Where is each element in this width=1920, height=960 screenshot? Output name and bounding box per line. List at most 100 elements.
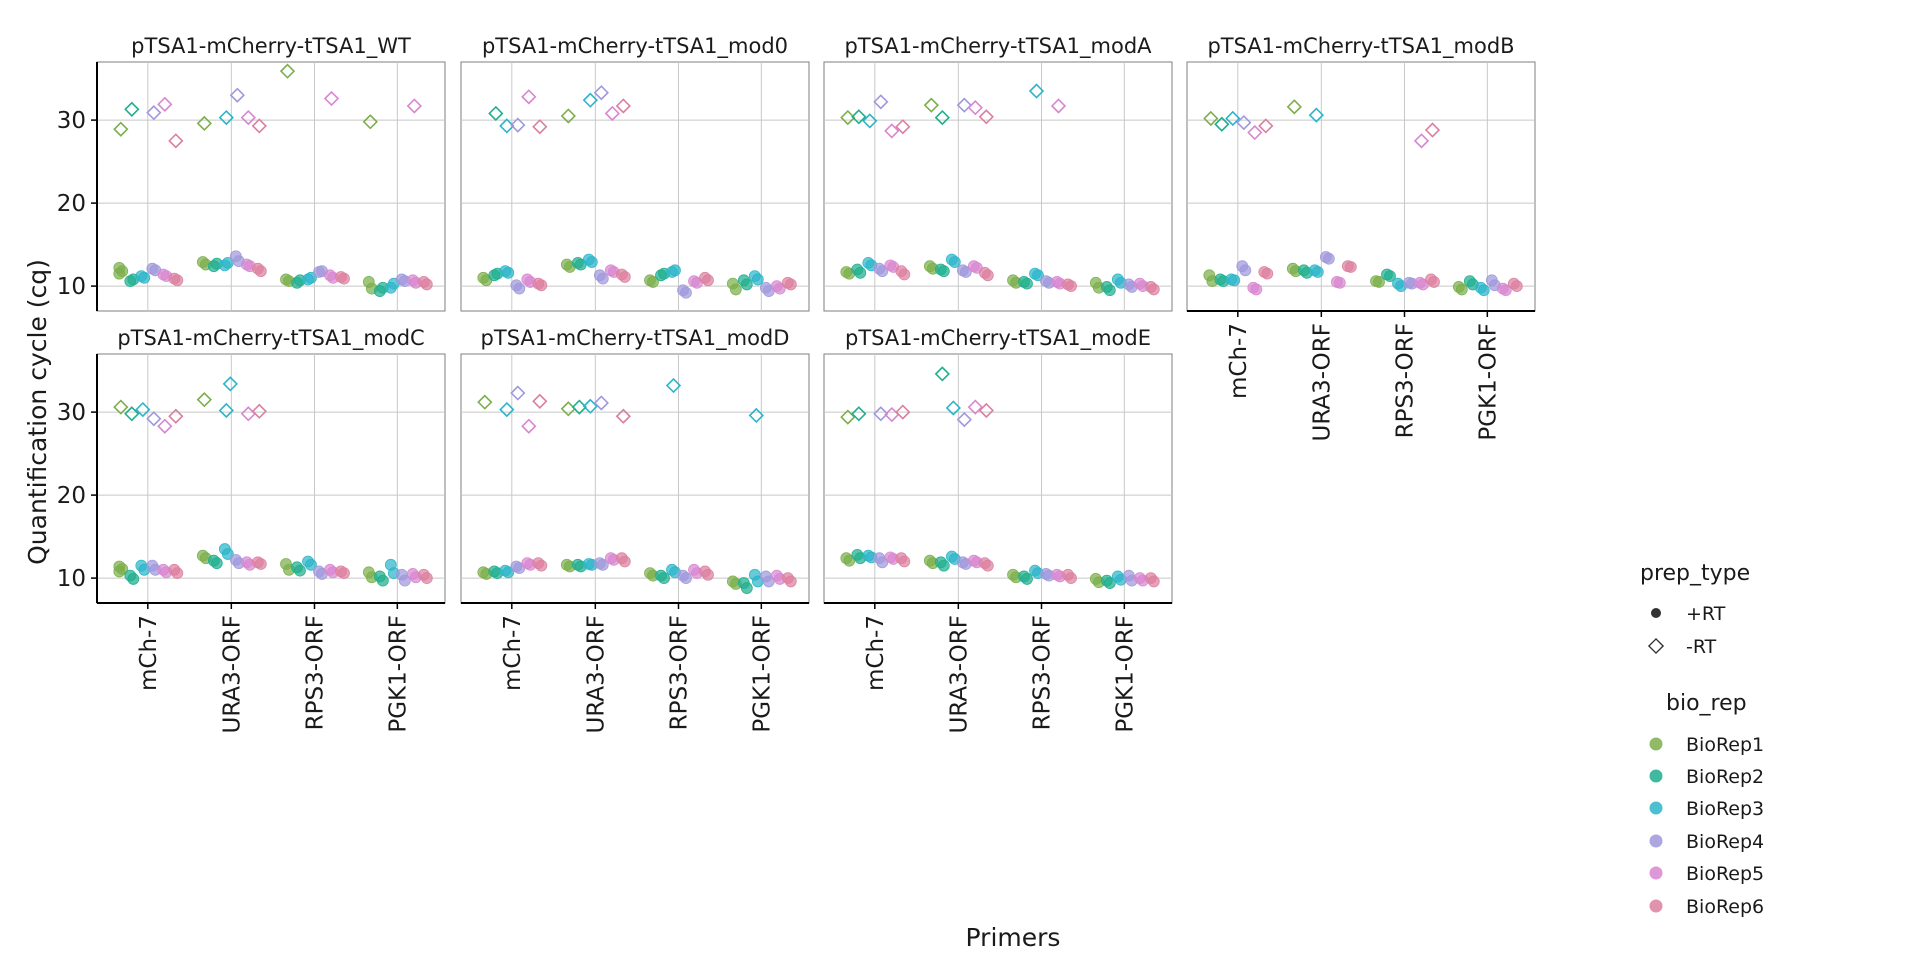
data-point-plus-rt bbox=[596, 558, 609, 571]
data-point-minus-rt bbox=[135, 401, 151, 418]
data-point-minus-rt bbox=[967, 100, 983, 116]
data-point-minus-rt bbox=[604, 105, 620, 122]
data-point-minus-rt bbox=[967, 399, 983, 415]
data-point-plus-rt bbox=[127, 573, 140, 585]
data-point-minus-rt bbox=[923, 97, 939, 113]
data-point-minus-rt bbox=[279, 63, 296, 79]
legend-key-biorep6 bbox=[1649, 899, 1663, 913]
legend-key-biorep2 bbox=[1649, 769, 1663, 783]
x-tick-label: PGK1-ORF bbox=[749, 615, 775, 733]
data-point-minus-rt bbox=[362, 114, 378, 130]
legend-bio-rep: bio_rep BioRep1 BioRep2 BioRep3 BioRep4 … bbox=[1649, 691, 1764, 918]
data-point-plus-rt bbox=[740, 582, 753, 594]
facet-panel: pTSA1-mCherry-tTSA1_modC bbox=[96, 326, 446, 604]
data-point-minus-rt bbox=[1308, 107, 1324, 123]
legend-key-minus-rt bbox=[1647, 637, 1665, 655]
y-tick-label: 10 bbox=[57, 566, 86, 592]
legend-label-biorep6: BioRep6 bbox=[1686, 896, 1764, 918]
data-point-plus-rt bbox=[1021, 573, 1033, 585]
data-point-plus-rt bbox=[1065, 280, 1077, 293]
data-point-minus-rt bbox=[895, 404, 911, 420]
data-point-minus-rt bbox=[146, 104, 162, 121]
data-point-minus-rt bbox=[477, 394, 493, 410]
panel-title: pTSA1-mCherry-tTSA1_modB bbox=[1207, 34, 1514, 59]
panel-title: pTSA1-mCherry-tTSA1_modC bbox=[117, 326, 424, 351]
data-point-plus-rt bbox=[294, 564, 306, 577]
data-point-plus-rt bbox=[773, 282, 786, 295]
data-point-minus-rt bbox=[1225, 110, 1241, 127]
data-point-minus-rt bbox=[113, 399, 129, 415]
legend-label-biorep3: BioRep3 bbox=[1686, 798, 1764, 820]
x-tick-label: RPS3-ORF bbox=[1393, 323, 1419, 438]
x-tick-label: RPS3-ORF bbox=[1030, 615, 1056, 730]
data-point-plus-rt bbox=[981, 269, 994, 282]
data-point-plus-rt bbox=[618, 271, 631, 283]
legend-label-biorep2: BioRep2 bbox=[1686, 766, 1764, 788]
data-point-plus-rt bbox=[898, 268, 911, 281]
data-point-plus-rt bbox=[254, 265, 267, 278]
data-point-minus-rt bbox=[978, 109, 994, 125]
data-point-plus-rt bbox=[221, 548, 234, 560]
data-point-plus-rt bbox=[1103, 577, 1116, 589]
panel-frame bbox=[823, 353, 1173, 604]
data-point-minus-rt bbox=[146, 411, 162, 427]
x-tick-label: URA3-ORF bbox=[946, 615, 972, 734]
data-point-minus-rt bbox=[113, 121, 129, 137]
data-point-plus-rt bbox=[420, 278, 433, 291]
data-point-plus-rt bbox=[618, 555, 631, 568]
data-point-minus-rt bbox=[229, 87, 245, 103]
data-point-minus-rt bbox=[884, 123, 900, 139]
data-point-plus-rt bbox=[669, 264, 681, 277]
data-point-minus-rt bbox=[510, 117, 526, 133]
data-point-minus-rt bbox=[840, 109, 856, 126]
data-point-minus-rt bbox=[510, 385, 526, 401]
data-point-plus-rt bbox=[535, 559, 548, 572]
data-point-plus-rt bbox=[502, 266, 515, 279]
data-point-plus-rt bbox=[702, 274, 714, 287]
data-point-plus-rt bbox=[784, 278, 797, 291]
data-point-minus-rt bbox=[406, 98, 422, 114]
y-tick-label: 20 bbox=[57, 483, 86, 509]
x-axes: mCh-7 URA3-ORF RPS3-ORF PGK1-ORF mCh-7 URA3-O… bbox=[97, 310, 1535, 734]
data-point-plus-rt bbox=[1333, 276, 1346, 289]
panel-title: pTSA1-mCherry-tTSA1_modA bbox=[844, 34, 1152, 59]
y-tick-label: 20 bbox=[57, 191, 86, 217]
data-point-minus-rt bbox=[240, 109, 256, 126]
data-point-plus-rt bbox=[751, 273, 764, 286]
data-point-plus-rt bbox=[1250, 283, 1263, 296]
data-point-minus-rt bbox=[873, 406, 889, 422]
data-point-plus-rt bbox=[1322, 252, 1335, 265]
data-point-plus-rt bbox=[502, 566, 515, 579]
y-axis-title: Quantification cycle (cq) bbox=[23, 259, 52, 565]
data-point-minus-rt bbox=[956, 97, 972, 113]
data-point-plus-rt bbox=[254, 558, 267, 570]
data-point-plus-rt bbox=[138, 271, 151, 284]
data-point-minus-rt bbox=[895, 119, 911, 135]
data-point-plus-rt bbox=[1344, 261, 1357, 273]
data-point-minus-rt bbox=[748, 407, 764, 424]
x-tick-label: URA3-ORF bbox=[1309, 323, 1335, 442]
data-point-minus-rt bbox=[124, 101, 140, 117]
data-point-minus-rt bbox=[851, 109, 867, 125]
data-point-plus-rt bbox=[1021, 277, 1033, 290]
data-point-plus-rt bbox=[1228, 274, 1241, 287]
y-tick-label: 30 bbox=[57, 108, 86, 134]
data-point-plus-rt bbox=[1373, 276, 1385, 288]
data-point-minus-rt bbox=[1286, 99, 1302, 115]
data-point-plus-rt bbox=[596, 272, 609, 285]
facet-panel: pTSA1-mCherry-tTSA1_WT bbox=[96, 34, 446, 312]
data-point-minus-rt bbox=[956, 411, 972, 428]
data-point-minus-rt bbox=[978, 402, 994, 419]
data-point-minus-rt bbox=[251, 118, 267, 134]
data-point-minus-rt bbox=[1214, 116, 1230, 132]
data-point-plus-rt bbox=[898, 555, 911, 568]
data-point-plus-rt bbox=[1147, 575, 1160, 588]
data-point-plus-rt bbox=[1261, 267, 1274, 280]
data-point-plus-rt bbox=[1499, 284, 1512, 297]
data-point-plus-rt bbox=[647, 276, 659, 288]
data-point-plus-rt bbox=[843, 554, 856, 567]
data-point-plus-rt bbox=[1147, 283, 1160, 296]
data-point-minus-rt bbox=[196, 392, 212, 408]
data-point-minus-rt bbox=[218, 402, 234, 419]
